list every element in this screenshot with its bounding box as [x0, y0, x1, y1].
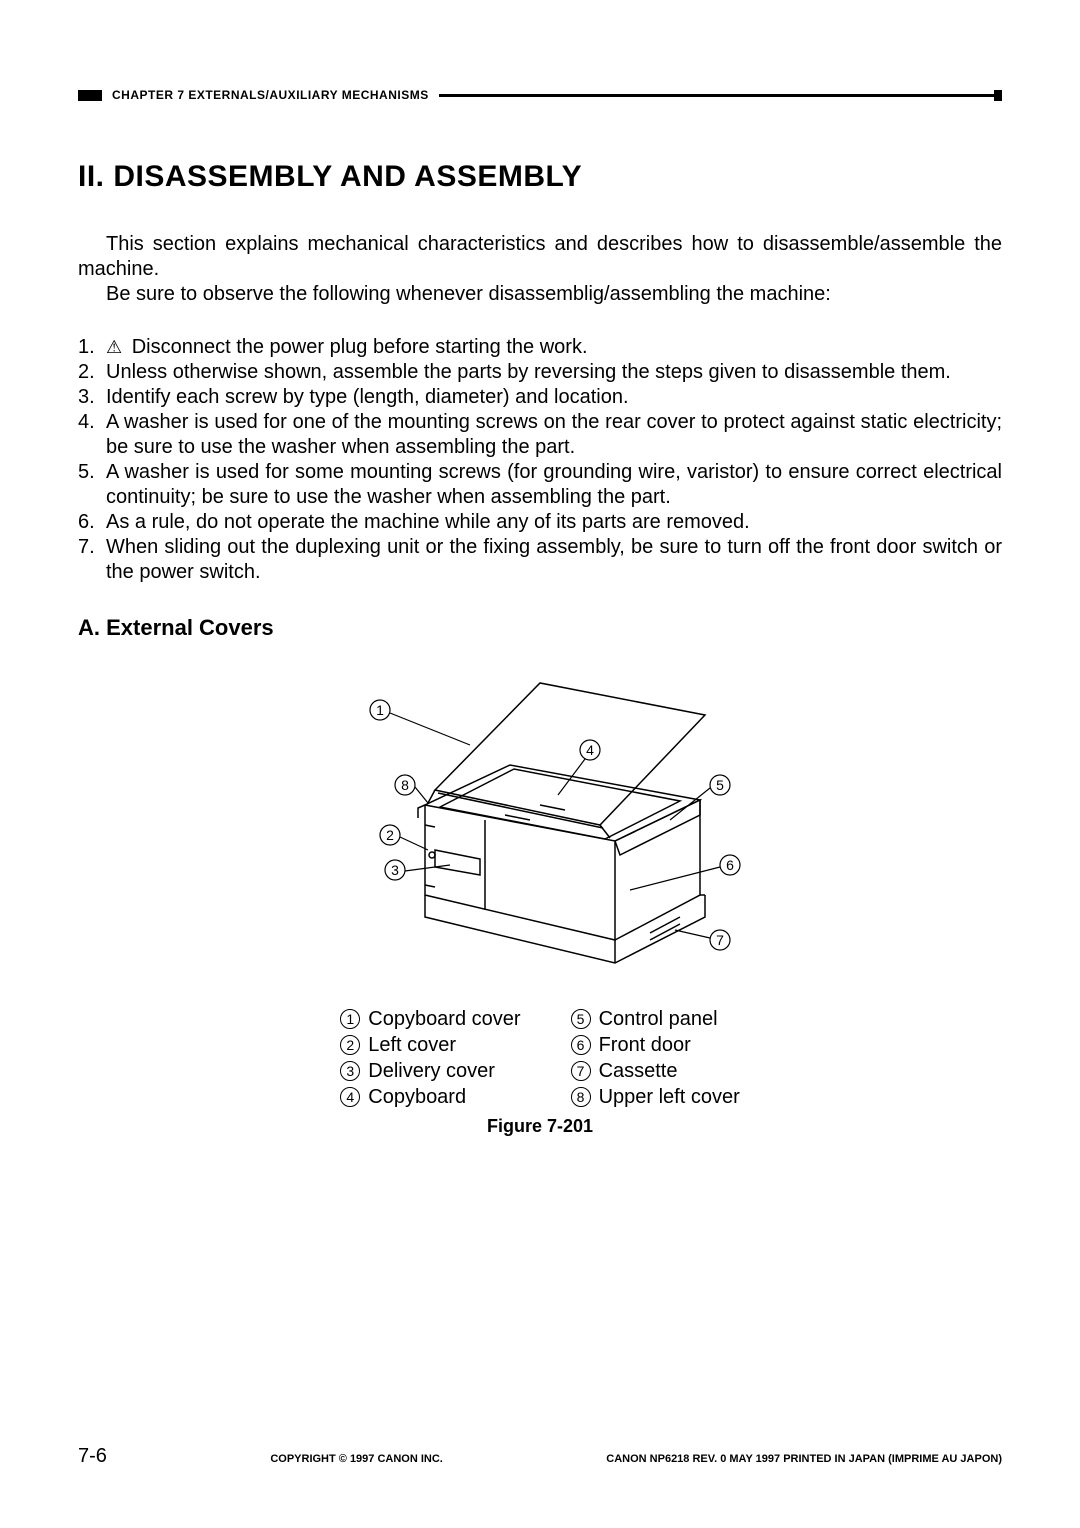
list-content: Identify each screw by type (length, dia… — [106, 385, 1002, 410]
list-item: 1. ⚠ Disconnect the power plug before st… — [78, 335, 1002, 360]
header-end-tick-icon — [994, 90, 1002, 101]
list-num: 2. — [78, 360, 106, 385]
legend-row: 1 Copyboard cover — [340, 1006, 520, 1032]
svg-text:1: 1 — [376, 702, 384, 718]
page-footer: 7-6 COPYRIGHT © 1997 CANON INC. CANON NP… — [78, 1445, 1002, 1468]
intro-paragraph: This section explains mechanical charact… — [78, 232, 1002, 307]
legend-num: 5 — [571, 1009, 591, 1029]
legend-label: Upper left cover — [599, 1084, 740, 1110]
legend-label: Left cover — [368, 1032, 456, 1058]
list-content: ⚠ Disconnect the power plug before start… — [106, 335, 1002, 360]
intro-line2: Be sure to observe the following wheneve… — [78, 282, 1002, 307]
header-box-icon — [78, 90, 102, 101]
list-content: A washer is used for some mounting screw… — [106, 460, 1002, 510]
legend-label: Front door — [599, 1032, 691, 1058]
legend-label: Copyboard cover — [368, 1006, 520, 1032]
legend-label: Control panel — [599, 1006, 718, 1032]
legend-num: 7 — [571, 1061, 591, 1081]
list-content: A washer is used for one of the mounting… — [106, 410, 1002, 460]
list-num: 5. — [78, 460, 106, 510]
legend-row: 7 Cassette — [571, 1058, 740, 1084]
main-heading: II. DISASSEMBLY AND ASSEMBLY — [78, 160, 1002, 194]
legend-row: 8 Upper left cover — [571, 1084, 740, 1110]
chapter-header-text: CHAPTER 7 EXTERNALS/AUXILIARY MECHANISMS — [112, 88, 429, 102]
svg-text:2: 2 — [386, 827, 394, 843]
copyright-text: COPYRIGHT © 1997 CANON INC. — [270, 1453, 443, 1465]
numbered-list: 1. ⚠ Disconnect the power plug before st… — [78, 335, 1002, 585]
list-num: 4. — [78, 410, 106, 460]
svg-text:7: 7 — [716, 932, 724, 948]
list-item: 2. Unless otherwise shown, assemble the … — [78, 360, 1002, 385]
warning-icon: ⚠ — [106, 336, 122, 359]
legend-num: 4 — [340, 1087, 360, 1107]
list-text: Disconnect the power plug before startin… — [132, 336, 588, 358]
list-item: 3. Identify each screw by type (length, … — [78, 385, 1002, 410]
legend-num: 8 — [571, 1087, 591, 1107]
list-item: 7. When sliding out the duplexing unit o… — [78, 535, 1002, 585]
svg-text:4: 4 — [586, 742, 594, 758]
legend-num: 2 — [340, 1035, 360, 1055]
legend-num: 1 — [340, 1009, 360, 1029]
svg-text:8: 8 — [401, 777, 409, 793]
list-num: 7. — [78, 535, 106, 585]
subsection-heading: A. External Covers — [78, 615, 1002, 641]
legend-label: Delivery cover — [368, 1058, 495, 1084]
svg-text:5: 5 — [716, 777, 724, 793]
list-num: 6. — [78, 510, 106, 535]
figure-caption: Figure 7-201 — [78, 1116, 1002, 1137]
legend-col-right: 5 Control panel 6 Front door 7 Cassette 8 Up… — [571, 1006, 740, 1110]
list-content: When sliding out the duplexing unit or t… — [106, 535, 1002, 585]
list-content: Unless otherwise shown, assemble the par… — [106, 360, 1002, 385]
svg-text:6: 6 — [726, 857, 734, 873]
legend-num: 6 — [571, 1035, 591, 1055]
legend-label: Copyboard — [368, 1084, 466, 1110]
legend-row: 6 Front door — [571, 1032, 740, 1058]
chapter-header: CHAPTER 7 EXTERNALS/AUXILIARY MECHANISMS — [78, 88, 1002, 102]
list-num: 1. — [78, 335, 106, 360]
legend-row: 3 Delivery cover — [340, 1058, 520, 1084]
legend-row: 4 Copyboard — [340, 1084, 520, 1110]
legend-col-left: 1 Copyboard cover 2 Left cover 3 Delivery c… — [340, 1006, 520, 1110]
list-item: 6. As a rule, do not operate the machine… — [78, 510, 1002, 535]
print-info-text: CANON NP6218 REV. 0 MAY 1997 PRINTED IN … — [606, 1453, 1002, 1465]
figure-container: 1 4 8 5 2 6 3 7 1Copyboard cov — [78, 655, 1002, 1137]
header-rule-line — [439, 94, 994, 97]
machine-diagram: 1 4 8 5 2 6 3 7 — [310, 655, 770, 995]
legend-row: 5 Control panel — [571, 1006, 740, 1032]
list-content: As a rule, do not operate the machine wh… — [106, 510, 1002, 535]
list-num: 3. — [78, 385, 106, 410]
intro-line1: This section explains mechanical charact… — [78, 232, 1002, 282]
svg-text:3: 3 — [391, 862, 399, 878]
list-item: 5. A washer is used for some mounting sc… — [78, 460, 1002, 510]
figure-legend: 1 Copyboard cover 2 Left cover 3 Delivery c… — [78, 1006, 1002, 1110]
legend-num: 3 — [340, 1061, 360, 1081]
page-number: 7-6 — [78, 1445, 107, 1468]
legend-row: 2 Left cover — [340, 1032, 520, 1058]
list-item: 4. A washer is used for one of the mount… — [78, 410, 1002, 460]
legend-label: Cassette — [599, 1058, 678, 1084]
